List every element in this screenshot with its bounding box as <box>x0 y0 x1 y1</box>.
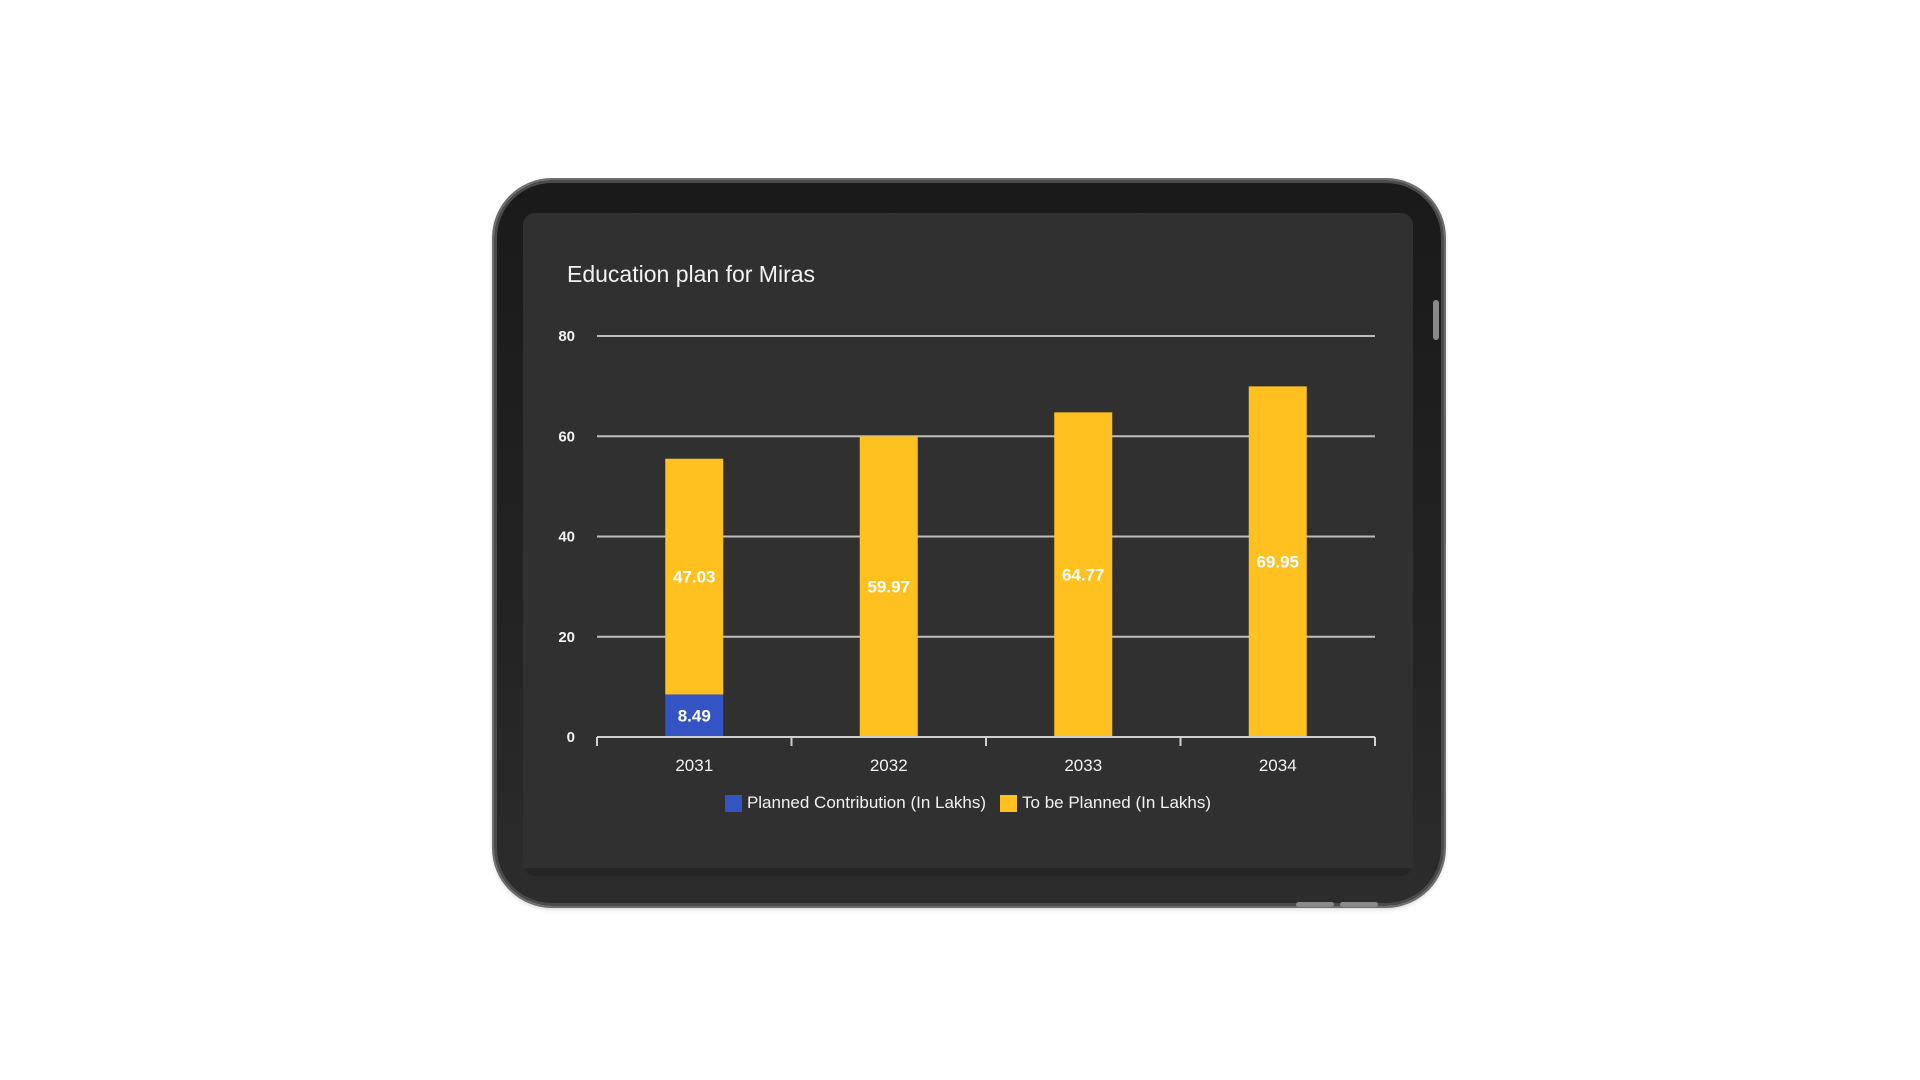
y-tick-label: 60 <box>558 428 575 445</box>
chart-title: Education plan for Miras <box>567 261 816 287</box>
data-label: 59.97 <box>867 578 910 597</box>
data-label: 64.77 <box>1062 566 1105 585</box>
bar-to-be-planned <box>859 436 918 737</box>
bar-to-be-planned <box>665 458 724 695</box>
y-tick-label: 0 <box>567 729 575 746</box>
x-tick-label: 2034 <box>1259 756 1297 775</box>
legend-item: To be Planned (In Lakhs) <box>1000 793 1211 813</box>
legend-label: To be Planned (In Lakhs) <box>1022 793 1212 812</box>
bar-to-be-planned <box>1248 386 1307 737</box>
bar-to-be-planned <box>1054 412 1113 737</box>
tablet-bottom-button <box>1340 902 1378 907</box>
y-tick-label: 80 <box>558 328 575 345</box>
legend-swatch <box>1000 794 1018 812</box>
chart-screen: Education plan for Miras 0 20 40 60 80 8.49 47… <box>523 213 1413 876</box>
data-label: 69.95 <box>1256 553 1299 572</box>
x-tick-label: 2033 <box>1064 756 1102 775</box>
y-tick-label: 20 <box>558 629 575 646</box>
screen-bottom-edge <box>523 868 1413 876</box>
x-tick-label: 2032 <box>870 756 908 775</box>
legend-label: Planned Contribution (In Lakhs) <box>746 793 987 812</box>
legend-item: Planned Contribution (In Lakhs) <box>724 793 987 813</box>
x-tick-label: 2031 <box>675 756 713 775</box>
tablet-bottom-button <box>1296 902 1334 907</box>
chart-legend: Planned Contribution (In Lakhs) To be Pla… <box>523 793 1413 813</box>
legend-swatch <box>724 794 742 812</box>
data-label: 8.49 <box>678 707 711 726</box>
tablet-side-button <box>1433 300 1439 340</box>
bar-planned-contribution <box>665 694 724 737</box>
data-label: 47.03 <box>673 568 716 587</box>
y-tick-label: 40 <box>558 529 575 546</box>
bar-chart: 0 20 40 60 80 8.49 47.03 2031 59.97 2032 64.77 2033… <box>558 328 1376 775</box>
